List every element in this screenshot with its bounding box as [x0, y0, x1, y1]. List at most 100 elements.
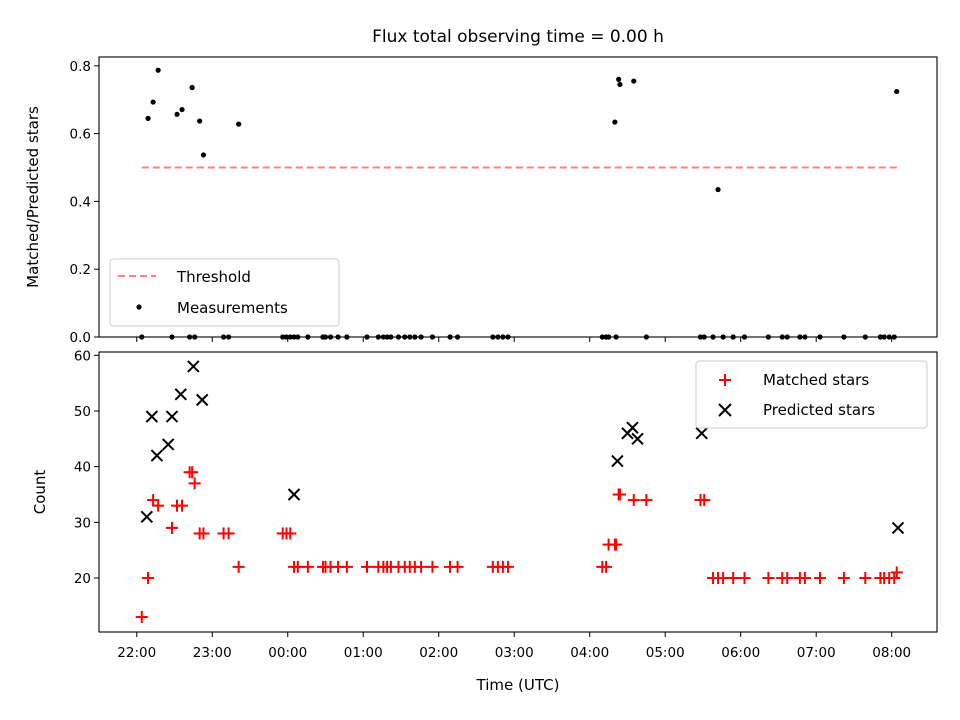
matched-star-marker [698, 494, 711, 507]
matched-star-marker [890, 566, 903, 579]
legend-predicted-swatch [718, 403, 732, 417]
matched-star-marker [837, 572, 850, 585]
matched-star-marker [152, 499, 165, 512]
marker-stroke [145, 410, 159, 423]
matched-star-marker [640, 494, 653, 507]
top-panel-x-ticks [136, 337, 893, 342]
measurement-point [715, 186, 721, 193]
y-tick-label: 0.2 [70, 262, 91, 278]
predicted-star-marker [145, 410, 159, 423]
legend-matched-label: Matched stars [763, 371, 869, 389]
y-tick-label: 60 [74, 348, 91, 364]
y-tick-label: 0.8 [70, 59, 91, 75]
y-tick-label: 40 [74, 460, 91, 476]
bottom-panel: 20 30 40 50 60 22:00 23:00 00:00 01:00 02:00 03:0… [31, 348, 938, 694]
matched-star-marker [888, 572, 901, 585]
measurement-point [617, 81, 623, 88]
matched-star-marker [135, 610, 148, 623]
matched-star-marker [613, 488, 626, 501]
measurement-point [616, 76, 622, 82]
measurement-point [155, 67, 161, 73]
measurement-point [150, 99, 156, 105]
legend-threshold-label: Threshold [176, 268, 251, 286]
matched-star-marker [501, 560, 514, 573]
marker-stroke [174, 388, 187, 401]
bottom-panel-legend: Matched stars Predicted stars [695, 360, 928, 429]
matched-star-marker [426, 560, 439, 573]
x-tick-label: 01:00 [344, 645, 383, 661]
matched-star-marker [186, 466, 199, 479]
matched-star-marker [798, 572, 811, 585]
marker-stroke [165, 410, 179, 423]
marker-stroke [891, 521, 905, 535]
top-panel-y-ticks: 0.0 0.2 0.4 0.6 0.8 [70, 59, 99, 346]
y-tick-label: 0.6 [70, 127, 91, 143]
y-tick-label: 0.0 [70, 330, 91, 346]
marker-stroke [150, 449, 164, 462]
measurement-point [200, 152, 207, 158]
measurement-point [612, 119, 618, 125]
predicted-star-marker [161, 438, 175, 451]
marker-stroke [187, 360, 200, 373]
predicted-star-marker [891, 521, 905, 535]
marker-stroke [195, 393, 209, 407]
matched-star-marker [717, 572, 730, 585]
predicted-star-marker [195, 393, 209, 407]
matched-star-marker [284, 527, 297, 540]
legend-measurements-label: Measurements [177, 299, 288, 317]
matched-star-marker [813, 572, 826, 585]
predicted-star-marker [174, 388, 187, 401]
matched-star-marker [859, 572, 872, 585]
bottom-legend-box [695, 360, 928, 429]
top-legend-box [109, 258, 340, 327]
matched-star-marker [197, 527, 210, 540]
measurement-point [189, 84, 195, 91]
bottom-panel-marks [135, 360, 905, 623]
top-panel-frame [98, 56, 938, 338]
matched-star-marker [291, 560, 304, 573]
marker-stroke [140, 510, 154, 523]
legend-measurements-swatch [136, 304, 142, 310]
x-tick-label: 02:00 [419, 645, 458, 661]
matched-star-marker [727, 572, 740, 585]
x-tick-label: 22:00 [117, 645, 156, 661]
matched-star-marker [176, 499, 189, 512]
x-tick-label: 23:00 [193, 645, 232, 661]
matched-star-marker [415, 560, 428, 573]
measurement-point [236, 121, 242, 127]
y-tick-label: 0.4 [70, 194, 91, 210]
matched-star-marker [738, 572, 751, 585]
matched-star-marker [627, 494, 640, 507]
matched-star-marker [610, 538, 623, 551]
bottom-panel-y-ticks: 20 30 40 50 60 [74, 348, 99, 587]
predicted-star-marker [287, 488, 301, 501]
y-tick-label: 50 [74, 404, 91, 420]
bottom-panel-y-axis-label: Count [31, 470, 49, 515]
matched-star-marker [451, 560, 464, 573]
measurement-point [894, 88, 900, 95]
bottom-panel-x-ticks: 22:00 23:00 00:00 01:00 02:00 03:00 04:00 05:00… [117, 632, 911, 661]
matched-star-marker [165, 521, 178, 534]
predicted-star-marker [631, 432, 644, 446]
x-tick-label: 06:00 [721, 645, 760, 661]
marker-stroke [287, 488, 301, 501]
top-panel-legend: Threshold Measurements [109, 258, 340, 327]
predicted-star-marker [626, 421, 639, 434]
x-tick-label: 05:00 [646, 645, 685, 661]
measurement-point [145, 115, 151, 121]
measurement-point [197, 118, 203, 124]
matched-star-marker [781, 572, 794, 585]
y-tick-label: 20 [74, 571, 91, 587]
matched-star-marker [147, 494, 160, 507]
predicted-star-marker [140, 510, 154, 523]
top-panel: 0.00.20.40.60.8 Matched/Predicted stars … [24, 56, 938, 346]
x-tick-label: 03:00 [495, 645, 534, 661]
matched-star-marker [188, 477, 201, 490]
marker-stroke [626, 421, 639, 434]
bottom-panel-frame [98, 351, 938, 633]
figure-title: Flux total observing time = 0.00 h [372, 27, 664, 47]
predicted-star-marker [165, 410, 179, 423]
predicted-star-marker [611, 454, 624, 468]
marker-stroke [161, 438, 175, 451]
